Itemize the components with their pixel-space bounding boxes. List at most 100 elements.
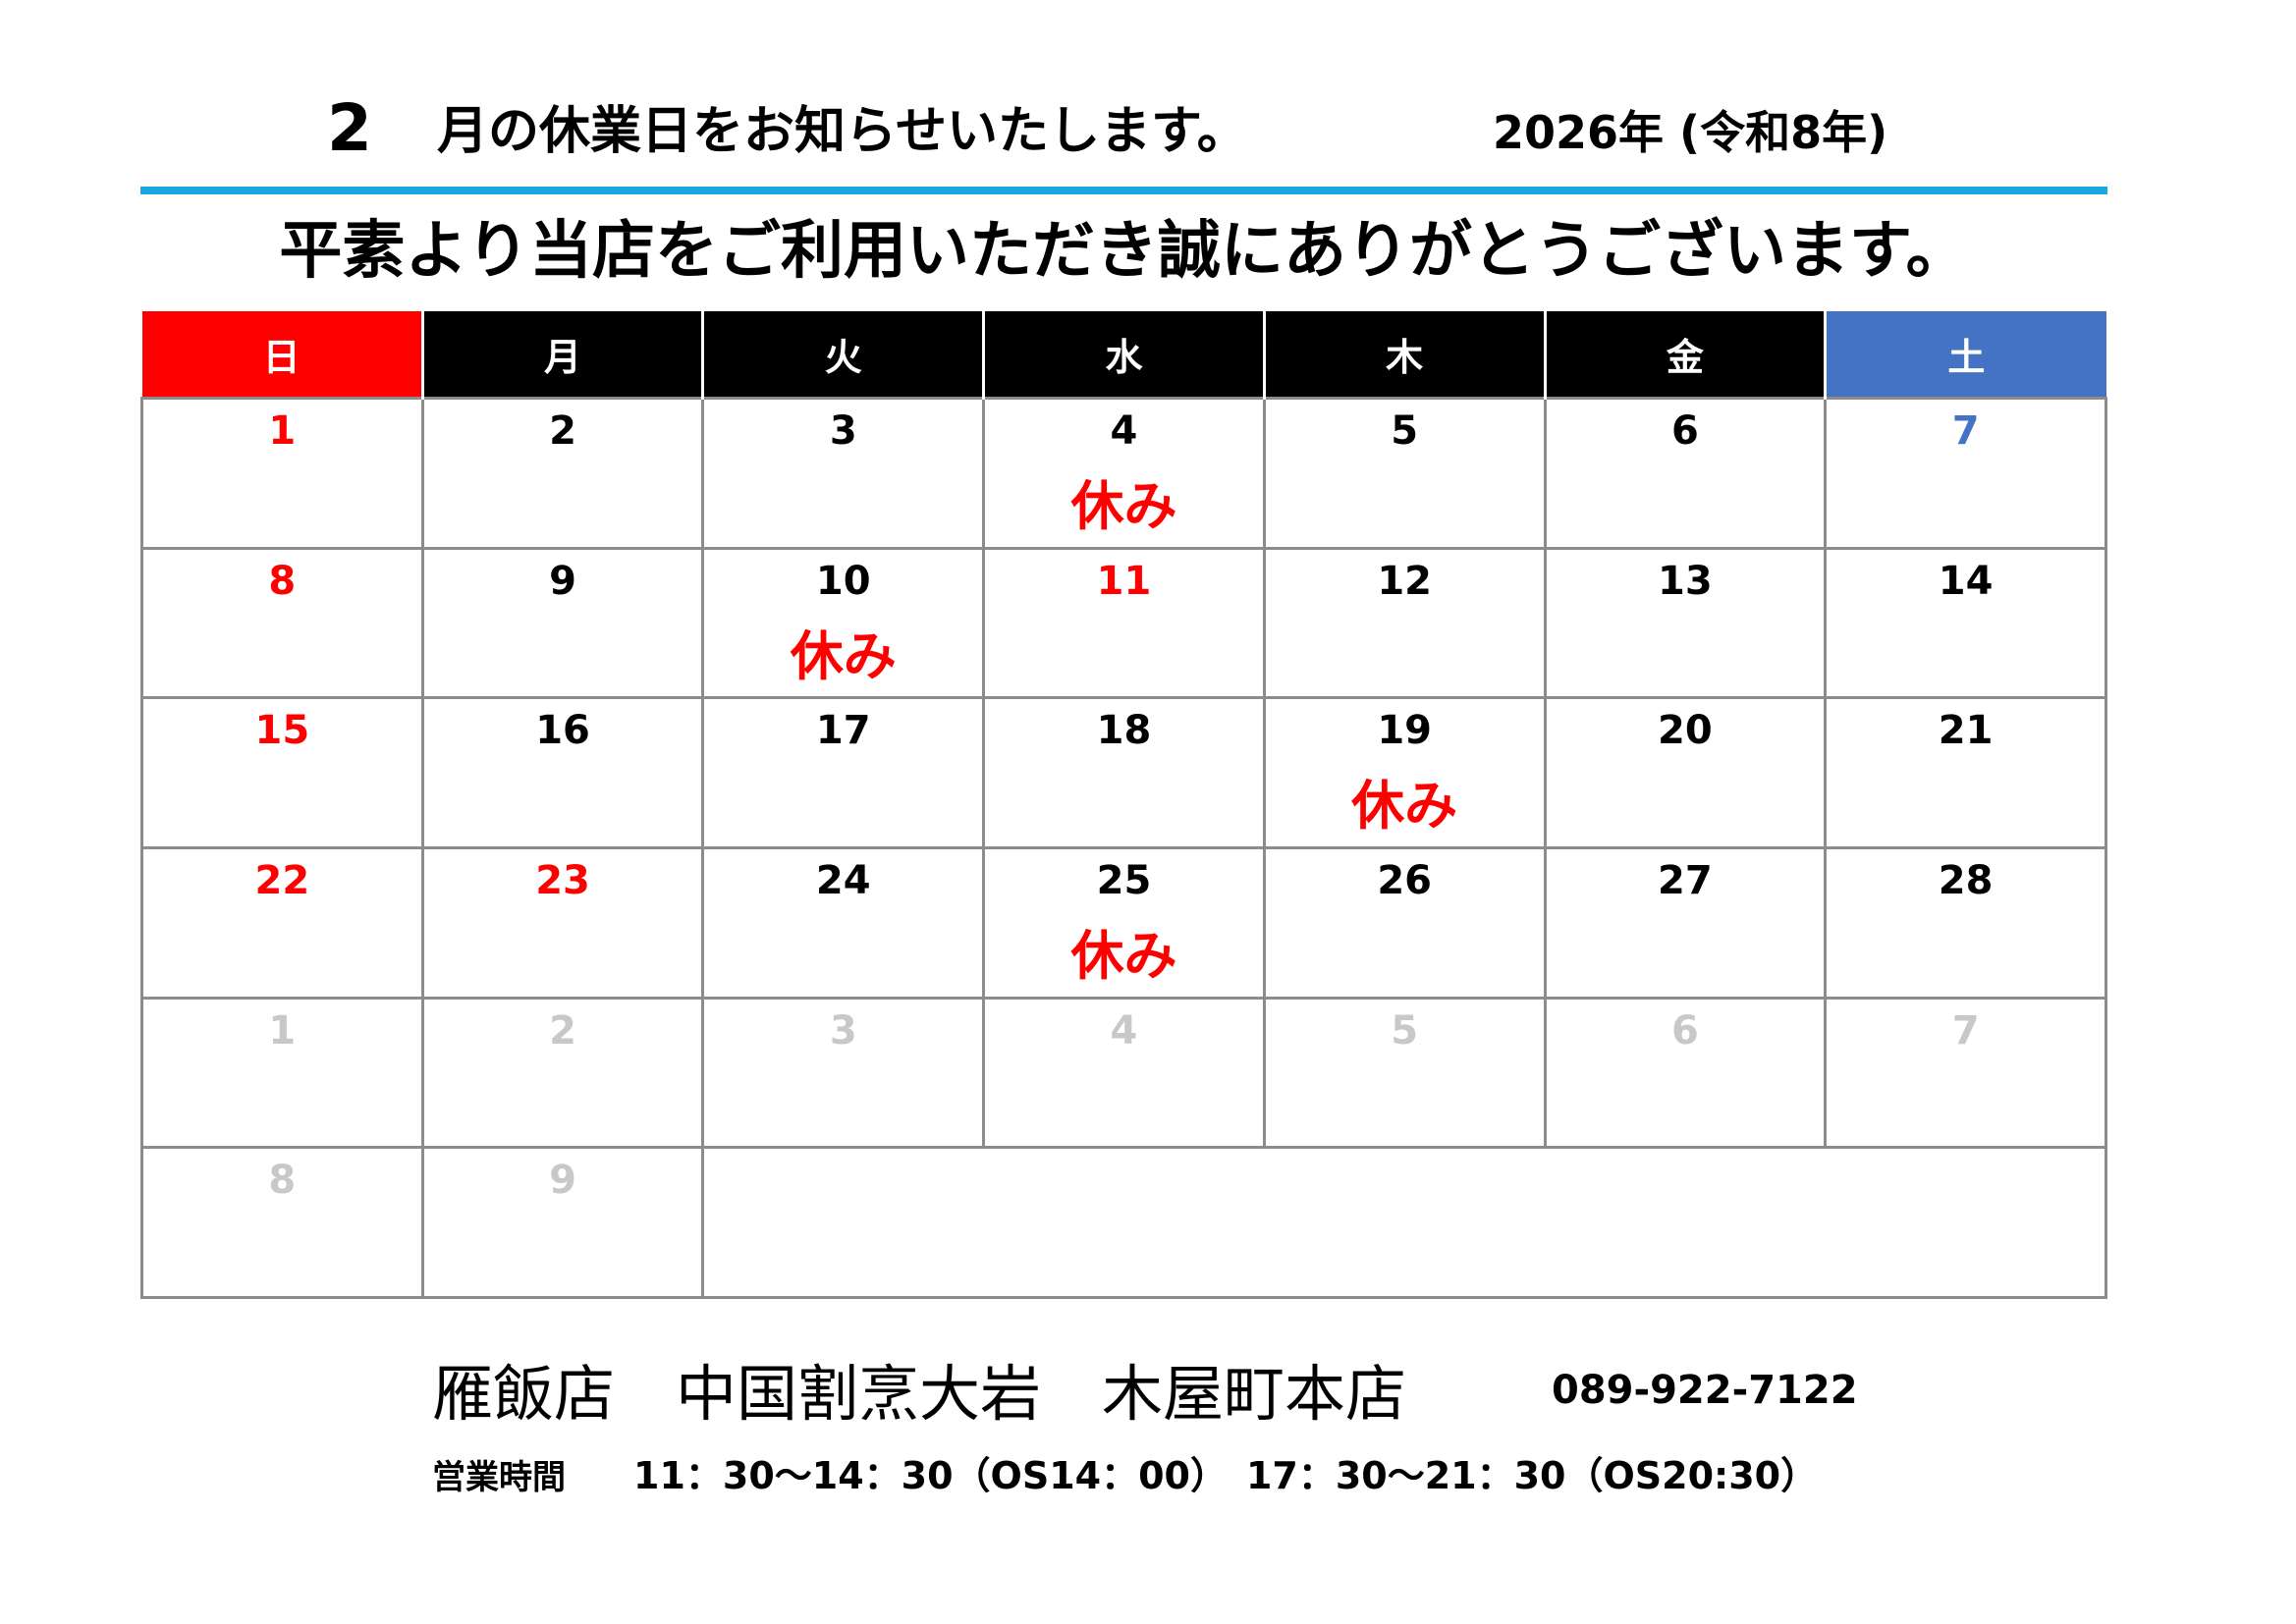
calendar-day-cell: 4 休み xyxy=(982,397,1266,550)
calendar-day-cell: 12 xyxy=(1262,546,1547,700)
calendar-day-cell: 25 休み xyxy=(982,845,1266,1000)
weekday-wednesday: 水 xyxy=(982,311,1266,399)
calendar-day-cell: 11 xyxy=(982,546,1266,700)
calendar-day-cell: 24 xyxy=(701,845,986,1000)
calendar-body: 1 2 3 4 休み 5 6 7 8 9 10 休み 11 12 13 14 15 16 17 18 19 休み 20 21 2… xyxy=(140,397,2107,1299)
calendar-week-row: 22 23 24 25 休み 26 27 28 xyxy=(140,845,2107,1000)
weekday-header-row: 日 月 火 水 木 金 土 xyxy=(141,311,2106,399)
day-number: 6 xyxy=(1670,408,1699,454)
holiday-label: 休み xyxy=(1070,475,1177,537)
day-number: 9 xyxy=(549,1158,576,1204)
calendar-day-cell: 3 xyxy=(701,996,986,1150)
weekday-tuesday: 火 xyxy=(701,311,986,399)
day-number: 1 xyxy=(268,408,297,454)
day-number: 14 xyxy=(1938,558,1994,604)
calendar-week-row: 15 16 17 18 19 休み 20 21 xyxy=(140,696,2107,849)
day-number: 7 xyxy=(1951,1007,1980,1054)
calendar-week-row: 8 9 10 休み 11 12 13 14 xyxy=(140,546,2107,700)
day-number: 10 xyxy=(815,558,871,604)
day-number: 20 xyxy=(1658,708,1713,754)
calendar-empty-cell xyxy=(701,1146,2107,1299)
calendar-day-cell: 15 xyxy=(140,696,424,849)
holiday-label: 休み xyxy=(790,624,897,687)
calendar-day-cell: 1 xyxy=(140,397,424,550)
day-number: 12 xyxy=(1377,558,1432,604)
calendar-day-cell: 2 xyxy=(420,397,705,550)
calendar-day-cell: 14 xyxy=(1824,546,2107,700)
day-number: 23 xyxy=(535,857,590,903)
calendar-day-cell: 23 xyxy=(420,845,705,1000)
day-number: 2 xyxy=(549,1007,576,1054)
greeting: 平素より当店をご利用いただき誠にありがとうございます。 xyxy=(279,215,1969,288)
calendar-day-cell: 9 xyxy=(420,1146,705,1299)
day-number: 3 xyxy=(829,408,857,454)
calendar-day-cell: 1 xyxy=(140,996,424,1150)
weekday-saturday: 土 xyxy=(1824,311,2106,399)
day-number: 7 xyxy=(1951,408,1980,454)
day-number: 8 xyxy=(268,1158,297,1204)
calendar-day-cell: 27 xyxy=(1543,845,1828,1000)
day-number: 21 xyxy=(1938,708,1994,754)
calendar-grid: 日 月 火 水 木 金 土 1 2 3 4 休み 5 6 7 8 9 10 休み 11 12 13 14 15 1… xyxy=(140,311,2107,1299)
headline: 月の休業日をお知らせいたします。 xyxy=(437,102,1248,161)
day-number: 13 xyxy=(1658,558,1713,604)
day-number: 27 xyxy=(1658,857,1713,903)
calendar-day-cell: 18 xyxy=(982,696,1266,849)
calendar-week-row: 1 2 3 4 休み 5 6 7 xyxy=(140,397,2107,550)
day-number: 26 xyxy=(1377,857,1432,903)
calendar-day-cell: 16 xyxy=(420,696,705,849)
day-number: 6 xyxy=(1670,1007,1699,1054)
day-number: 4 xyxy=(1110,408,1138,454)
day-number: 16 xyxy=(535,708,590,754)
weekday-thursday: 木 xyxy=(1262,311,1547,399)
day-number: 3 xyxy=(829,1007,857,1054)
calendar-day-cell: 22 xyxy=(140,845,424,1000)
day-number: 8 xyxy=(268,558,297,604)
day-number: 28 xyxy=(1938,857,1994,903)
calendar-day-cell: 5 xyxy=(1262,996,1547,1150)
holiday-label: 休み xyxy=(1351,775,1458,838)
day-number: 22 xyxy=(254,857,310,903)
phone-number: 089-922-7122 xyxy=(1552,1368,1858,1413)
calendar-day-cell: 10 休み xyxy=(701,546,986,700)
shop-name: 雁飯店 中国割烹大岩 木屋町本店 xyxy=(432,1358,1407,1430)
calendar-day-cell: 6 xyxy=(1543,996,1828,1150)
calendar-day-cell: 13 xyxy=(1543,546,1828,700)
calendar-day-cell: 8 xyxy=(140,546,424,700)
calendar-day-cell: 2 xyxy=(420,996,705,1150)
calendar-day-cell: 19 休み xyxy=(1262,696,1547,849)
holiday-label: 休み xyxy=(1070,924,1177,987)
day-number: 2 xyxy=(549,408,576,454)
calendar-day-cell: 5 xyxy=(1262,397,1547,550)
day-number: 15 xyxy=(254,708,310,754)
day-number: 5 xyxy=(1391,1007,1419,1054)
day-number: 17 xyxy=(815,708,871,754)
day-number: 11 xyxy=(1096,558,1152,604)
calendar-day-cell: 7 xyxy=(1824,397,2107,550)
calendar-day-cell: 4 xyxy=(982,996,1266,1150)
calendar-day-cell: 3 xyxy=(701,397,986,550)
year-label: 2026年 (令和8年) xyxy=(1493,106,1888,159)
calendar-day-cell: 8 xyxy=(140,1146,424,1299)
day-number: 1 xyxy=(268,1007,297,1054)
day-number: 25 xyxy=(1096,857,1152,903)
calendar-day-cell: 20 xyxy=(1543,696,1828,849)
weekday-sunday: 日 xyxy=(141,311,424,399)
day-number: 24 xyxy=(815,857,871,903)
day-number: 4 xyxy=(1110,1007,1138,1054)
calendar-week-row: 1 2 3 4 5 6 7 xyxy=(140,996,2107,1150)
calendar-day-cell: 21 xyxy=(1824,696,2107,849)
day-number: 5 xyxy=(1391,408,1419,454)
calendar-day-cell: 26 xyxy=(1262,845,1547,1000)
calendar-day-cell: 28 xyxy=(1824,845,2107,1000)
business-hours: 11：30～14：30（OS14：00） 17：30～21：30（OS20:30… xyxy=(633,1454,1819,1497)
day-number: 9 xyxy=(549,558,576,604)
header-rule xyxy=(140,187,2107,194)
calendar-day-cell: 6 xyxy=(1543,397,1828,550)
month-number: 2 xyxy=(327,90,372,166)
day-number: 18 xyxy=(1096,708,1152,754)
calendar-day-cell: 17 xyxy=(701,696,986,849)
calendar-day-cell: 9 xyxy=(420,546,705,700)
calendar-day-cell: 7 xyxy=(1824,996,2107,1150)
